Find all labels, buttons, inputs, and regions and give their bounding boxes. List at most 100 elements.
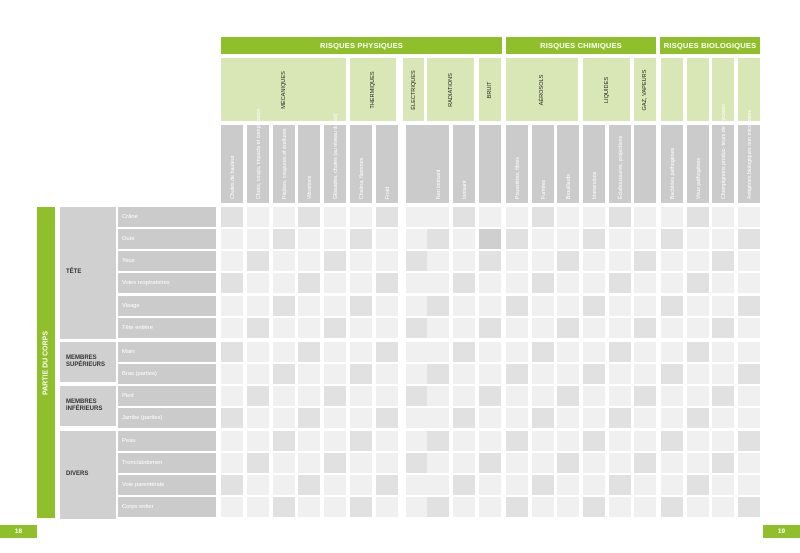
matrix-cell[interactable]: [406, 251, 428, 271]
matrix-cell[interactable]: [247, 386, 269, 406]
matrix-cell[interactable]: [453, 318, 475, 338]
matrix-cell[interactable]: [376, 318, 398, 338]
matrix-cell[interactable]: [221, 229, 243, 249]
matrix-cell[interactable]: [661, 475, 683, 495]
matrix-cell[interactable]: [661, 364, 683, 384]
matrix-cell[interactable]: [406, 453, 428, 473]
matrix-cell[interactable]: [687, 475, 709, 495]
matrix-cell[interactable]: [479, 251, 501, 271]
matrix-cell[interactable]: [738, 475, 760, 495]
matrix-cell[interactable]: [453, 229, 475, 249]
matrix-cell[interactable]: [479, 431, 501, 451]
matrix-cell[interactable]: [247, 229, 269, 249]
matrix-cell[interactable]: [406, 207, 428, 227]
matrix-cell[interactable]: [298, 497, 320, 517]
matrix-cell[interactable]: [583, 207, 605, 227]
matrix-cell[interactable]: [583, 273, 605, 293]
matrix-cell[interactable]: [427, 475, 449, 495]
matrix-cell[interactable]: [738, 453, 760, 473]
matrix-cell[interactable]: [247, 408, 269, 428]
matrix-cell[interactable]: [712, 453, 734, 473]
matrix-cell[interactable]: [406, 386, 428, 406]
matrix-cell[interactable]: [221, 453, 243, 473]
matrix-cell[interactable]: [298, 453, 320, 473]
matrix-cell[interactable]: [687, 497, 709, 517]
matrix-cell[interactable]: [324, 386, 346, 406]
matrix-cell[interactable]: [479, 364, 501, 384]
matrix-cell[interactable]: [376, 364, 398, 384]
matrix-cell[interactable]: [350, 207, 372, 227]
matrix-cell[interactable]: [453, 453, 475, 473]
matrix-cell[interactable]: [634, 475, 656, 495]
matrix-cell[interactable]: [634, 497, 656, 517]
matrix-cell[interactable]: [687, 273, 709, 293]
matrix-cell[interactable]: [376, 229, 398, 249]
matrix-cell[interactable]: [376, 453, 398, 473]
matrix-cell[interactable]: [453, 273, 475, 293]
matrix-cell[interactable]: [273, 296, 295, 316]
matrix-cell[interactable]: [324, 273, 346, 293]
matrix-cell[interactable]: [479, 296, 501, 316]
matrix-cell[interactable]: [506, 342, 528, 362]
matrix-cell[interactable]: [298, 408, 320, 428]
matrix-cell[interactable]: [712, 364, 734, 384]
matrix-cell[interactable]: [221, 364, 243, 384]
matrix-cell[interactable]: [687, 296, 709, 316]
matrix-cell[interactable]: [406, 475, 428, 495]
matrix-cell[interactable]: [273, 431, 295, 451]
matrix-cell[interactable]: [506, 497, 528, 517]
matrix-cell[interactable]: [298, 318, 320, 338]
matrix-cell[interactable]: [532, 408, 554, 428]
matrix-cell[interactable]: [634, 408, 656, 428]
matrix-cell[interactable]: [479, 229, 501, 249]
matrix-cell[interactable]: [634, 364, 656, 384]
matrix-cell[interactable]: [557, 386, 579, 406]
matrix-cell[interactable]: [583, 431, 605, 451]
matrix-cell[interactable]: [532, 453, 554, 473]
matrix-cell[interactable]: [661, 497, 683, 517]
matrix-cell[interactable]: [687, 229, 709, 249]
matrix-cell[interactable]: [687, 386, 709, 406]
matrix-cell[interactable]: [273, 273, 295, 293]
matrix-cell[interactable]: [376, 296, 398, 316]
matrix-cell[interactable]: [661, 318, 683, 338]
matrix-cell[interactable]: [712, 408, 734, 428]
matrix-cell[interactable]: [738, 229, 760, 249]
matrix-cell[interactable]: [376, 408, 398, 428]
matrix-cell[interactable]: [350, 251, 372, 271]
matrix-cell[interactable]: [298, 273, 320, 293]
matrix-cell[interactable]: [738, 296, 760, 316]
matrix-cell[interactable]: [609, 408, 631, 428]
matrix-cell[interactable]: [427, 386, 449, 406]
matrix-cell[interactable]: [324, 229, 346, 249]
matrix-cell[interactable]: [712, 497, 734, 517]
matrix-cell[interactable]: [557, 453, 579, 473]
matrix-cell[interactable]: [221, 318, 243, 338]
matrix-cell[interactable]: [583, 318, 605, 338]
matrix-cell[interactable]: [506, 364, 528, 384]
matrix-cell[interactable]: [609, 296, 631, 316]
matrix-cell[interactable]: [350, 497, 372, 517]
matrix-cell[interactable]: [247, 251, 269, 271]
matrix-cell[interactable]: [453, 207, 475, 227]
matrix-cell[interactable]: [350, 342, 372, 362]
matrix-cell[interactable]: [634, 431, 656, 451]
matrix-cell[interactable]: [427, 342, 449, 362]
matrix-cell[interactable]: [738, 386, 760, 406]
matrix-cell[interactable]: [687, 364, 709, 384]
matrix-cell[interactable]: [712, 229, 734, 249]
matrix-cell[interactable]: [273, 475, 295, 495]
matrix-cell[interactable]: [557, 475, 579, 495]
matrix-cell[interactable]: [583, 342, 605, 362]
matrix-cell[interactable]: [609, 364, 631, 384]
matrix-cell[interactable]: [532, 273, 554, 293]
matrix-cell[interactable]: [532, 386, 554, 406]
matrix-cell[interactable]: [427, 273, 449, 293]
matrix-cell[interactable]: [583, 408, 605, 428]
matrix-cell[interactable]: [661, 273, 683, 293]
matrix-cell[interactable]: [221, 386, 243, 406]
matrix-cell[interactable]: [453, 364, 475, 384]
matrix-cell[interactable]: [532, 364, 554, 384]
matrix-cell[interactable]: [324, 475, 346, 495]
matrix-cell[interactable]: [221, 475, 243, 495]
